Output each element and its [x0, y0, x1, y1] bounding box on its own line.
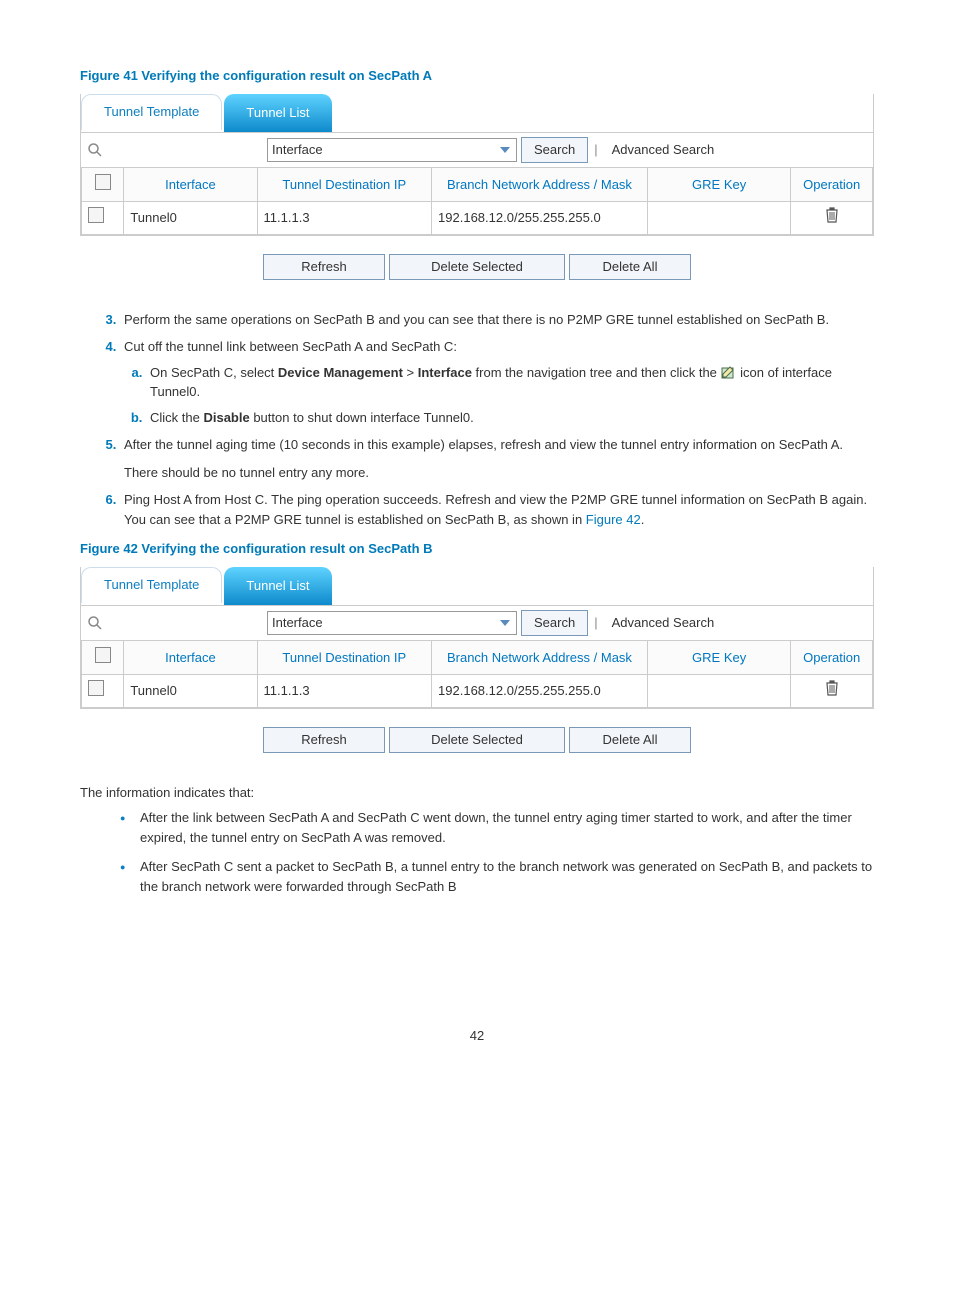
search-row: Interface Search | Advanced Search	[81, 133, 873, 168]
cell-gre	[647, 675, 791, 708]
figure42-panel: Tunnel Template Tunnel List Interface Se…	[80, 567, 874, 709]
figure42-caption: Figure 42 Verifying the configuration re…	[80, 539, 874, 559]
step-3: Perform the same operations on SecPath B…	[120, 310, 874, 330]
tabs-row: Tunnel Template Tunnel List	[81, 567, 873, 606]
header-gre-key: GRE Key	[647, 168, 791, 202]
header-gre-key: GRE Key	[647, 641, 791, 675]
tab-tunnel-list[interactable]: Tunnel List	[224, 94, 331, 132]
header-destination: Tunnel Destination IP	[257, 641, 432, 675]
steps-list: Perform the same operations on SecPath B…	[80, 310, 874, 530]
chevron-down-icon	[498, 616, 512, 630]
select-all-header[interactable]	[82, 641, 124, 675]
header-branch: Branch Network Address / Mask	[432, 168, 648, 202]
delete-selected-button[interactable]: Delete Selected	[389, 727, 565, 753]
search-field-select[interactable]: Interface	[267, 611, 517, 635]
cell-branch: 192.168.12.0/255.255.255.0	[432, 202, 648, 235]
bullet-2: After SecPath C sent a packet to SecPath…	[120, 857, 874, 896]
tab-tunnel-template[interactable]: Tunnel Template	[81, 567, 222, 603]
advanced-search-link[interactable]: Advanced Search	[604, 613, 715, 633]
tabs-row: Tunnel Template Tunnel List	[81, 94, 873, 133]
cell-gre	[647, 202, 791, 235]
header-interface: Interface	[124, 168, 257, 202]
info-bullets: After the link between SecPath A and Sec…	[80, 808, 874, 896]
figure41-caption: Figure 41 Verifying the configuration re…	[80, 66, 874, 86]
step-4b: Click the Disable button to shut down in…	[146, 408, 874, 428]
header-operation: Operation	[791, 168, 873, 202]
search-button[interactable]: Search	[521, 137, 588, 163]
tunnel-list-table: Interface Tunnel Destination IP Branch N…	[81, 641, 873, 708]
substeps-4: On SecPath C, select Device Management >…	[124, 363, 874, 428]
cell-operation	[791, 202, 873, 235]
row-checkbox-cell[interactable]	[82, 675, 124, 708]
header-interface: Interface	[124, 641, 257, 675]
trash-icon[interactable]	[825, 207, 839, 223]
tab-tunnel-list[interactable]: Tunnel List	[224, 567, 331, 605]
info-heading: The information indicates that:	[80, 783, 874, 803]
action-buttons-2: Refresh Delete Selected Delete All	[80, 727, 874, 753]
table-row: Tunnel0 11.1.1.3 192.168.12.0/255.255.25…	[82, 675, 873, 708]
step-5-cont: There should be no tunnel entry any more…	[124, 463, 874, 483]
figure42-link[interactable]: Figure 42	[586, 512, 641, 527]
checkbox-icon[interactable]	[95, 647, 111, 663]
tab-tunnel-template[interactable]: Tunnel Template	[81, 94, 222, 130]
figure41-panel: Tunnel Template Tunnel List Interface Se…	[80, 94, 874, 236]
header-branch: Branch Network Address / Mask	[432, 641, 648, 675]
select-all-header[interactable]	[82, 168, 124, 202]
step-5-text: After the tunnel aging time (10 seconds …	[124, 437, 843, 452]
step-4-text: Cut off the tunnel link between SecPath …	[124, 339, 457, 354]
step-4: Cut off the tunnel link between SecPath …	[120, 337, 874, 427]
cell-destination: 11.1.1.3	[257, 675, 432, 708]
search-button[interactable]: Search	[521, 610, 588, 636]
search-icon	[87, 142, 103, 158]
action-buttons: Refresh Delete Selected Delete All	[80, 254, 874, 280]
search-row: Interface Search | Advanced Search	[81, 606, 873, 641]
refresh-button[interactable]: Refresh	[263, 254, 385, 280]
delete-selected-button[interactable]: Delete Selected	[389, 254, 565, 280]
select-value: Interface	[272, 613, 323, 633]
step-4a: On SecPath C, select Device Management >…	[146, 363, 874, 402]
table-row: Tunnel0 11.1.1.3 192.168.12.0/255.255.25…	[82, 202, 873, 235]
header-operation: Operation	[791, 641, 873, 675]
cell-operation	[791, 675, 873, 708]
tunnel-list-table: Interface Tunnel Destination IP Branch N…	[81, 168, 873, 235]
advanced-search-link[interactable]: Advanced Search	[604, 140, 715, 160]
cell-branch: 192.168.12.0/255.255.255.0	[432, 675, 648, 708]
page-number: 42	[80, 1026, 874, 1046]
separator: |	[592, 613, 599, 633]
cell-destination: 11.1.1.3	[257, 202, 432, 235]
chevron-down-icon	[498, 143, 512, 157]
bullet-1: After the link between SecPath A and Sec…	[120, 808, 874, 847]
delete-all-button[interactable]: Delete All	[569, 727, 691, 753]
delete-all-button[interactable]: Delete All	[569, 254, 691, 280]
checkbox-icon[interactable]	[88, 680, 104, 696]
cell-interface: Tunnel0	[124, 202, 257, 235]
search-icon	[87, 615, 103, 631]
step-5: After the tunnel aging time (10 seconds …	[120, 435, 874, 482]
checkbox-icon[interactable]	[88, 207, 104, 223]
header-destination: Tunnel Destination IP	[257, 168, 432, 202]
refresh-button[interactable]: Refresh	[263, 727, 385, 753]
trash-icon[interactable]	[825, 680, 839, 696]
search-field-select[interactable]: Interface	[267, 138, 517, 162]
cell-interface: Tunnel0	[124, 675, 257, 708]
select-value: Interface	[272, 140, 323, 160]
row-checkbox-cell[interactable]	[82, 202, 124, 235]
separator: |	[592, 140, 599, 160]
checkbox-icon[interactable]	[95, 174, 111, 190]
step-6: Ping Host A from Host C. The ping operat…	[120, 490, 874, 529]
edit-icon	[721, 366, 737, 380]
